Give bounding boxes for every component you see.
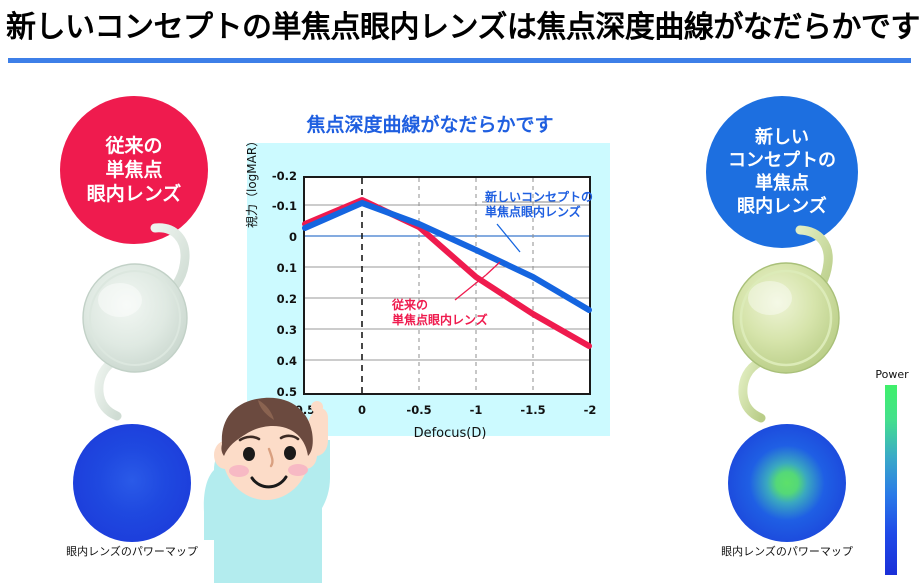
y-tick: 0.3 [276,323,297,337]
x-tick: -0.5 [406,403,432,417]
annotation-line-1: 従来の [392,298,429,312]
power-legend-bar [885,385,897,575]
page-title: 新しいコンセプトの単焦点眼内レンズは焦点深度曲線がなだらかです [6,10,920,45]
x-tick: 0 [357,403,366,417]
power-map-caption-left: 眼内レンズのパワーマップ [66,545,198,558]
badge-left-line-1: 従来の [105,135,163,157]
chart-title: 焦点深度曲線がなだらかです [306,114,554,136]
y-tick: -0.1 [271,199,297,213]
badge-left-line-3: 眼内レンズ [86,183,182,205]
conventional-iol-badge: 従来の 単焦点 眼内レンズ [60,96,208,244]
header-divider [8,58,911,63]
chart-y-axis-label: 視力（logMAR） [245,134,259,228]
badge-right-line-2: コンセプトの [728,150,836,171]
power-map-conventional [73,424,191,542]
new-concept-iol-lens [732,225,840,423]
y-tick: 0 [288,230,297,244]
x-tick: -1.5 [520,403,546,417]
badge-right-line-1: 新しい [755,127,809,148]
badge-left-line-2: 単焦点 [105,159,163,181]
y-tick: 0.4 [276,354,297,368]
series-annotation-conventional: 従来の 単焦点眼内レンズ [392,298,522,328]
power-map-caption-right: 眼内レンズのパワーマップ [721,545,853,558]
annotation-line-1: 新しいコンセプトの [485,190,594,204]
new-concept-iol-badge: 新しい コンセプトの 単焦点 眼内レンズ [706,96,858,248]
x-tick: 0.5 [294,403,316,417]
x-tick: -1 [469,403,483,417]
y-tick: -0.2 [271,169,297,183]
x-tick: -2 [583,403,597,417]
annotation-line-2: 単焦点眼内レンズ [485,205,581,219]
y-tick: 0.5 [276,385,297,399]
badge-right-line-4: 眼内レンズ [737,196,827,217]
badge-right-line-3: 単焦点 [755,173,809,194]
conventional-iol-lens [82,223,190,421]
power-map-new-concept [728,424,846,542]
y-tick: 0.2 [276,292,297,306]
annotation-line-2: 単焦点眼内レンズ [392,313,488,327]
chart-x-axis-label: Defocus(D) [413,426,487,441]
y-tick: 0.1 [276,261,297,275]
series-annotation-new-concept: 新しいコンセプトの 単焦点眼内レンズ [485,190,625,220]
power-legend-title: Power [875,368,909,381]
